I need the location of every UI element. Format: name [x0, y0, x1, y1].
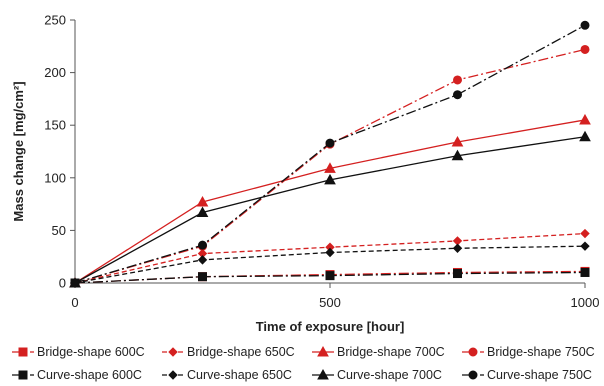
legend-label: Bridge-shape 750C: [487, 345, 595, 359]
data-point: [451, 136, 464, 147]
legend-item: Curve-shape 600C: [12, 368, 142, 382]
series-bridge-shape-700c: [69, 113, 591, 288]
y-tick-label: 150: [44, 118, 66, 133]
legend-label: Bridge-shape 650C: [187, 345, 295, 359]
data-point: [579, 113, 591, 125]
x-tick-label: 0: [71, 295, 78, 310]
series-curve-shape-700c: [69, 130, 591, 288]
legend-item: Bridge-shape 750C: [462, 345, 595, 359]
data-point: [580, 44, 590, 54]
legend-marker: [468, 347, 478, 357]
data-point: [198, 240, 207, 250]
legend-marker: [317, 368, 329, 380]
y-tick-label: 200: [44, 65, 66, 80]
data-point: [325, 271, 335, 281]
data-point: [197, 255, 208, 265]
tick-group: 0 50 100 150 200 250 0 500 1000: [44, 13, 599, 311]
legend-item: Bridge-shape 650C: [162, 345, 295, 359]
data-point: [70, 278, 80, 288]
data-point: [196, 206, 209, 218]
data-point: [580, 20, 590, 30]
legend-marker: [168, 370, 178, 380]
legend-item: Curve-shape 700C: [312, 368, 442, 382]
legend-label: Curve-shape 650C: [187, 368, 292, 382]
legend-item: Curve-shape 750C: [462, 368, 592, 382]
series-layer: [69, 20, 591, 288]
data-point: [198, 272, 207, 282]
data-point: [579, 130, 591, 142]
legend-item: Curve-shape 650C: [162, 368, 292, 382]
legend-marker: [317, 345, 329, 357]
legend-marker: [18, 370, 28, 380]
legend-label: Bridge-shape 700C: [337, 345, 445, 359]
y-axis-title: Mass change [mg/cm²]: [11, 81, 26, 221]
legend-item: Bridge-shape 700C: [312, 345, 445, 359]
data-point: [196, 195, 209, 207]
x-axis-title: Time of exposure [hour]: [256, 319, 405, 334]
x-tick-label: 500: [319, 295, 341, 310]
data-point: [325, 247, 335, 258]
series-curve-shape-650c: [70, 241, 590, 288]
data-point: [453, 269, 462, 279]
legend-label: Bridge-shape 600C: [37, 345, 145, 359]
legend-item: Bridge-shape 600C: [12, 345, 145, 359]
data-point: [580, 241, 590, 251]
legend-label: Curve-shape 700C: [337, 368, 442, 382]
series-curve-shape-750c: [70, 20, 590, 288]
legend: Bridge-shape 600C Bridge-shape 650C Bridge…: [12, 345, 595, 382]
data-point: [580, 267, 590, 277]
data-point: [453, 90, 462, 100]
y-tick-label: 50: [52, 223, 66, 238]
data-point: [580, 228, 590, 239]
legend-marker: [168, 347, 178, 357]
legend-marker: [468, 370, 478, 380]
y-tick-label: 250: [44, 13, 66, 28]
legend-marker: [18, 347, 28, 357]
data-point: [453, 75, 462, 85]
legend-label: Curve-shape 750C: [487, 368, 592, 382]
x-tick-label: 1000: [571, 295, 600, 310]
data-point: [452, 243, 463, 253]
legend-label: Curve-shape 600C: [37, 368, 142, 382]
data-point: [324, 173, 336, 185]
data-point: [451, 149, 464, 161]
y-tick-label: 0: [59, 276, 66, 291]
data-point: [324, 162, 336, 173]
y-tick-label: 100: [44, 170, 66, 185]
data-point: [325, 138, 335, 148]
